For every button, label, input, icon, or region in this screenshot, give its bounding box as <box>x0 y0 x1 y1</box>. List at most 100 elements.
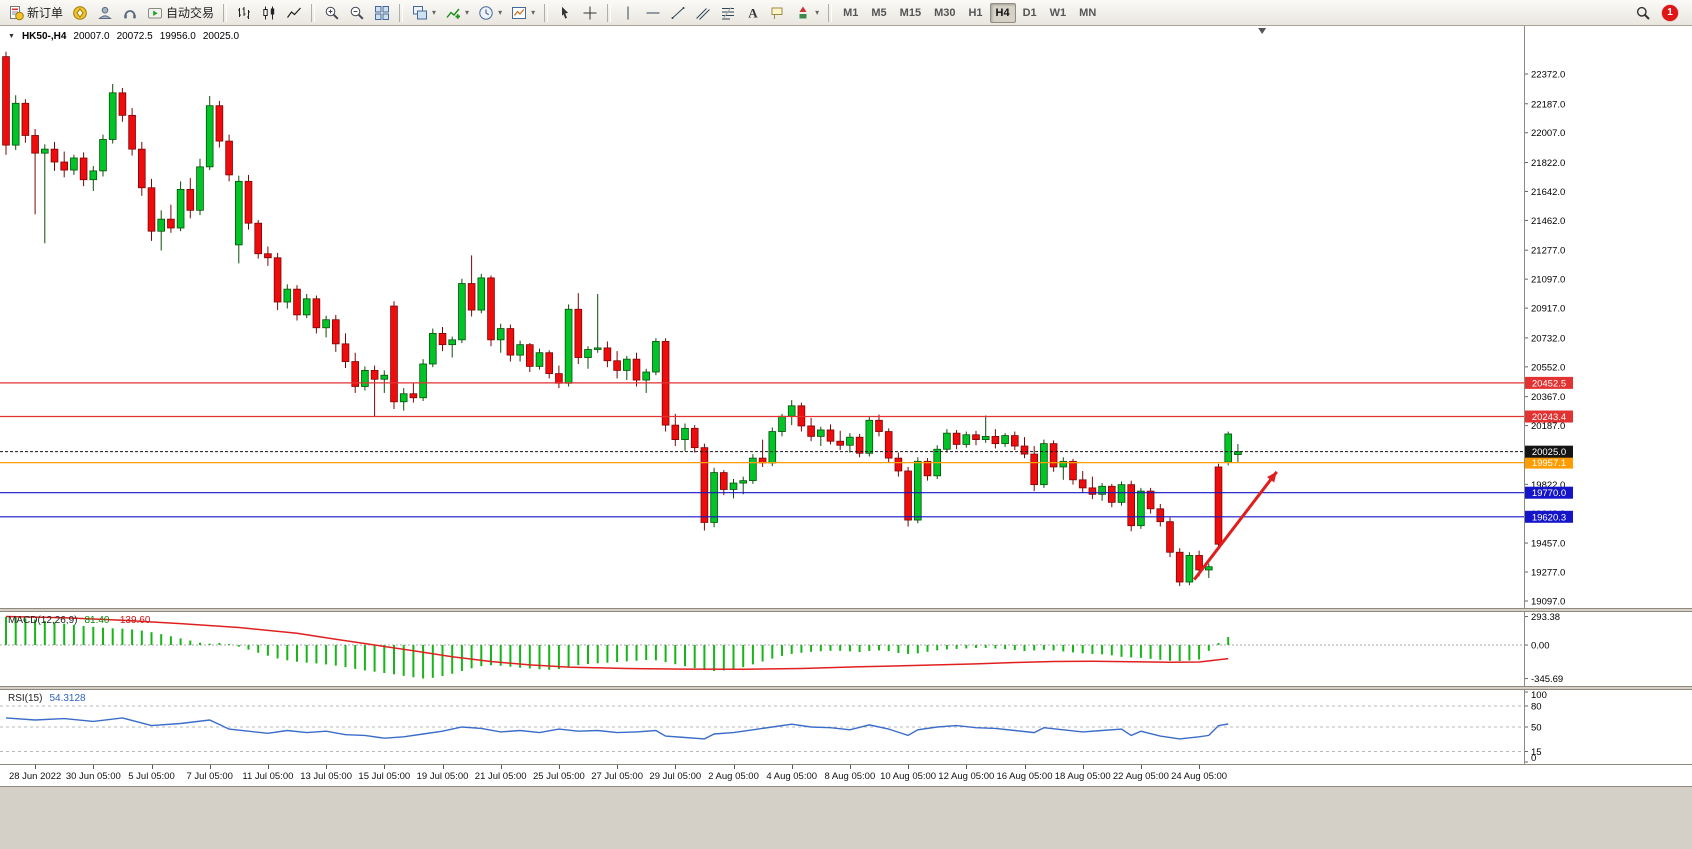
time-axis[interactable]: 28 Jun 2022 30 Jun 05:00 5 Jul 05:00 7 Jul … <box>0 764 1692 786</box>
svg-text:19957.1: 19957.1 <box>1532 458 1566 469</box>
search-button[interactable] <box>1631 2 1655 24</box>
macd-panel[interactable]: 293.38 0.00 -345.69 <box>0 612 1692 686</box>
candle <box>535 352 544 367</box>
fibonacci-button[interactable] <box>716 2 740 24</box>
candlestick-chart-button[interactable] <box>257 2 281 24</box>
equidistant-channel-button[interactable] <box>691 2 715 24</box>
candles <box>2 51 1242 587</box>
timeframe-h1-button[interactable]: H1 <box>968 6 983 19</box>
dropdown-arrow-icon[interactable]: ▾ <box>432 8 437 17</box>
candle <box>991 435 1000 445</box>
timeframe-m30-button[interactable]: M30 <box>934 6 956 19</box>
bar-chart-button[interactable] <box>232 2 256 24</box>
candle <box>1117 484 1126 503</box>
terminal-button[interactable] <box>118 2 142 24</box>
timeframe-m1-button[interactable]: M1 <box>843 6 859 19</box>
timeframe-w1-button[interactable]: W1 <box>1049 6 1067 19</box>
templates-button[interactable]: ▾ <box>507 2 539 24</box>
trendline-button[interactable] <box>666 2 690 24</box>
timeframe-m5-button[interactable]: M5 <box>871 6 887 19</box>
arrows-button[interactable]: ▾ <box>791 2 823 24</box>
ohlc-high: 20072.5 <box>116 31 153 42</box>
linechart-icon <box>287 7 301 18</box>
time-label: 12 Aug 05:00 <box>938 771 995 782</box>
ohlc-low: 19956.0 <box>159 31 196 42</box>
price-tick-label: 21277.0 <box>1531 246 1565 257</box>
candle <box>380 374 389 380</box>
tile-windows-button[interactable] <box>370 2 394 24</box>
dropdown-arrow-icon[interactable]: ▾ <box>498 8 503 17</box>
collapse-arrow-icon[interactable]: ▼ <box>8 33 15 40</box>
trendline-icon <box>671 6 685 19</box>
autotrading-button[interactable]: 自动交易 <box>143 2 218 24</box>
templates-icon <box>512 6 527 19</box>
crosshair-button[interactable] <box>578 2 602 24</box>
navigator-icon <box>98 6 112 19</box>
new-order-icon <box>10 5 24 20</box>
price-marker <box>1525 410 1573 423</box>
candle <box>855 436 864 454</box>
trend-arrow[interactable] <box>1193 470 1278 581</box>
line-chart-button[interactable] <box>282 2 306 24</box>
zoom-in-button[interactable] <box>320 2 344 24</box>
dropdown-arrow-icon[interactable]: ▾ <box>531 8 536 17</box>
candle <box>807 425 815 437</box>
macd-name: MACD(12,26,9) <box>8 615 78 626</box>
vertical-line-button[interactable] <box>616 2 640 24</box>
candle <box>875 419 883 432</box>
zoom-out-button[interactable] <box>345 2 369 24</box>
price-tick-label: 19277.0 <box>1531 568 1565 579</box>
timeframe-h4-button[interactable]: H4 <box>989 2 1016 23</box>
text-button[interactable]: A <box>741 2 765 24</box>
label-button[interactable] <box>766 2 790 24</box>
market-watch-button[interactable] <box>68 2 92 24</box>
svg-text:19770.0: 19770.0 <box>1532 488 1566 499</box>
price-tick-label: 21642.0 <box>1531 187 1565 198</box>
candle <box>642 371 650 381</box>
candle <box>157 218 166 232</box>
horizontal-line-button[interactable] <box>641 2 665 24</box>
new-order-button[interactable]: 新订单 <box>4 2 67 24</box>
rsi-label: RSI(15) 54.3128 <box>8 693 86 704</box>
candle <box>264 253 272 259</box>
price-chart-panel[interactable]: 22372.0 22187.0 22007.0 21822.0 21642.0 21462… <box>0 26 1692 608</box>
notification-badge[interactable]: 1 <box>1662 4 1678 21</box>
candle <box>652 341 660 373</box>
time-tick <box>500 765 502 769</box>
time-label: 30 Jun 05:00 <box>65 771 121 782</box>
panel-splitter[interactable] <box>0 686 1692 690</box>
time-tick <box>35 765 37 769</box>
new-chart-button[interactable]: ▾ <box>408 2 440 24</box>
crosshair-icon <box>583 6 597 19</box>
timeframe-d1-button[interactable]: D1 <box>1022 6 1037 19</box>
candle <box>312 298 321 329</box>
candle <box>923 460 932 477</box>
candle <box>1078 479 1087 489</box>
candle <box>1146 490 1155 510</box>
rsi-line <box>5 717 1229 740</box>
candle <box>438 332 447 346</box>
candle <box>89 170 98 181</box>
candle <box>768 431 777 464</box>
price-tick-label: 20917.0 <box>1531 304 1565 315</box>
timeframe-mn-button[interactable]: MN <box>1079 6 1097 19</box>
cascade-icon <box>413 5 428 19</box>
candle <box>99 139 107 172</box>
candle <box>370 370 379 380</box>
dropdown-arrow-icon[interactable]: ▾ <box>815 8 820 17</box>
panel-splitter[interactable] <box>0 608 1692 612</box>
time-tick <box>1082 765 1084 769</box>
time-label: 29 Jul 05:00 <box>649 771 702 782</box>
chart-shift-marker[interactable] <box>1258 28 1267 34</box>
candle <box>972 434 980 441</box>
timeframe-m15-button[interactable]: M15 <box>899 6 922 19</box>
dropdown-arrow-icon[interactable]: ▾ <box>465 8 470 17</box>
periods-button[interactable]: ▾ <box>474 2 506 24</box>
navigator-button[interactable] <box>93 2 117 24</box>
cursor-button[interactable] <box>553 2 577 24</box>
price-axis-border <box>1524 26 1525 764</box>
candle <box>1011 435 1019 447</box>
indicators-button[interactable]: ▾ <box>441 2 473 24</box>
candle <box>846 436 854 446</box>
